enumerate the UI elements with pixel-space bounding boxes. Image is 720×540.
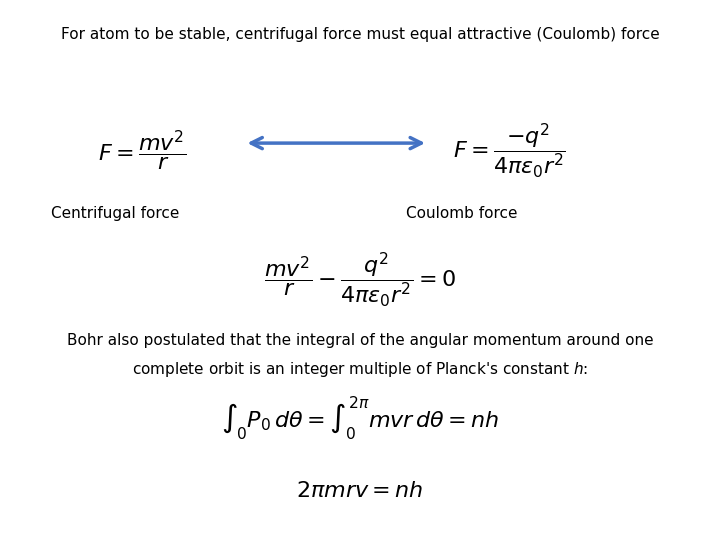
Text: $2\pi mrv = nh$: $2\pi mrv = nh$ bbox=[296, 481, 424, 502]
Text: $F = \dfrac{mv^2}{r}$: $F = \dfrac{mv^2}{r}$ bbox=[99, 129, 187, 173]
Text: complete orbit is an integer multiple of Planck's constant $h$:: complete orbit is an integer multiple of… bbox=[132, 360, 588, 380]
Text: Centrifugal force: Centrifugal force bbox=[51, 206, 180, 221]
Text: $\int_0 P_0\, d\theta = \int_0^{2\pi} mvr\, d\theta = nh$: $\int_0 P_0\, d\theta = \int_0^{2\pi} mv… bbox=[221, 395, 499, 442]
Text: Bohr also postulated that the integral of the angular momentum around one: Bohr also postulated that the integral o… bbox=[67, 333, 653, 348]
Text: Coulomb force: Coulomb force bbox=[406, 206, 518, 221]
Text: $F = \dfrac{-q^2}{4\pi\varepsilon_0 r^2}$: $F = \dfrac{-q^2}{4\pi\varepsilon_0 r^2}… bbox=[453, 122, 566, 181]
Text: $\dfrac{mv^2}{r} - \dfrac{q^2}{4\pi\varepsilon_0 r^2} = 0$: $\dfrac{mv^2}{r} - \dfrac{q^2}{4\pi\vare… bbox=[264, 251, 456, 310]
Text: For atom to be stable, centrifugal force must equal attractive (Coulomb) force: For atom to be stable, centrifugal force… bbox=[60, 27, 660, 42]
